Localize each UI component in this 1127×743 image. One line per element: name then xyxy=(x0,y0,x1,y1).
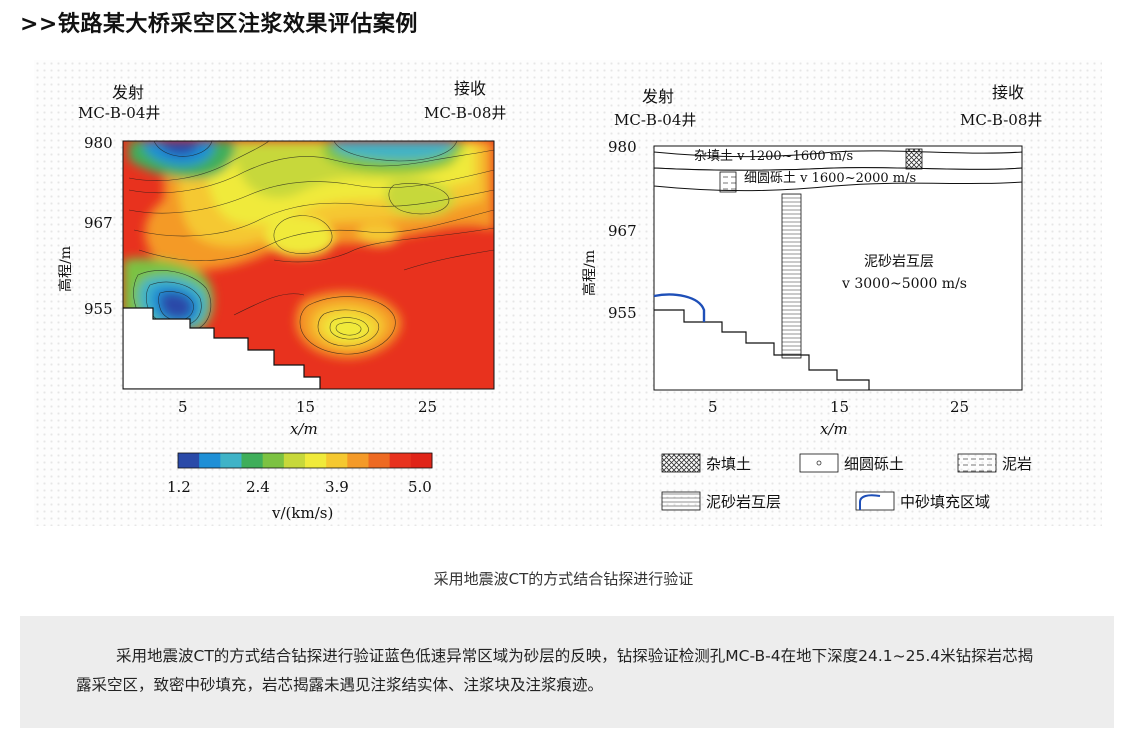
colorbar-tick-5-0: 5.0 xyxy=(408,478,432,496)
colorbar-tick-2-4: 2.4 xyxy=(246,478,270,496)
left-ytick-980: 980 xyxy=(84,134,113,152)
legend-sandfill-label: 中砂填充区域 xyxy=(900,493,990,511)
velocity-field xyxy=(123,141,494,389)
description-box: 采用地震波CT的方式结合钻探进行验证蓝色低速异常区域为砂层的反映，钻探验证检测孔… xyxy=(20,616,1114,728)
sand-fill-zone xyxy=(653,293,706,322)
colorbar-swatch xyxy=(241,453,264,468)
colorbar-swatch xyxy=(326,453,348,468)
legend: 杂填土 细圆砾土 泥岩 泥砂岩互层 中砂填充区域 xyxy=(661,453,1032,511)
legend-swatch-mudsand xyxy=(661,491,701,511)
page-title: >>铁路某大桥采空区注浆效果评估案例 xyxy=(20,12,418,37)
colorbar-tick-3-9: 3.9 xyxy=(325,478,349,496)
left-xtick-5: 5 xyxy=(178,398,188,416)
layer-gravel-label: 细圆砾土 v 1600~2000 m/s xyxy=(744,171,916,186)
legend-mudsand-label: 泥砂岩互层 xyxy=(706,493,781,511)
legend-fill-label: 杂填土 xyxy=(706,455,751,473)
colorbar-swatch xyxy=(305,453,327,468)
right-xtick-25: 25 xyxy=(950,398,969,416)
left-receiver-label: 接收 xyxy=(454,79,486,98)
right-ytick-955: 955 xyxy=(608,304,637,322)
right-ytick-980: 980 xyxy=(608,138,637,156)
right-source-label: 发射 xyxy=(642,87,674,106)
right-y-axis-label: 高程/m xyxy=(581,250,598,296)
colorbar-swatch xyxy=(347,453,369,468)
colorbar xyxy=(178,453,433,468)
layer-fill-label: 杂填土 v 1200~1600 m/s xyxy=(694,149,853,164)
description-text: 采用地震波CT的方式结合钻探进行验证蓝色低速异常区域为砂层的反映，钻探验证检测孔… xyxy=(76,647,1034,694)
right-ytick-967: 967 xyxy=(608,222,637,240)
colorbar-tick-1-2: 1.2 xyxy=(167,478,191,496)
colorbar-swatch xyxy=(178,453,200,468)
colorbar-swatch xyxy=(410,453,433,468)
colorbar-swatch xyxy=(199,453,221,468)
left-receiver-well: MC-B-08井 xyxy=(424,104,506,122)
layer-mudsand-velocity: v 3000~5000 m/s xyxy=(841,276,967,292)
left-y-axis-label: 高程/m xyxy=(57,246,74,292)
left-ytick-967: 967 xyxy=(84,214,113,232)
figure-panel: 发射 MC-B-04井 接收 MC-B-08井 xyxy=(34,60,1102,526)
right-x-axis-label: x/m xyxy=(820,420,848,438)
right-receiver-well: MC-B-08井 xyxy=(960,111,1042,129)
colorbar-swatch xyxy=(389,453,412,468)
left-ytick-955: 955 xyxy=(84,300,113,318)
right-xtick-15: 15 xyxy=(830,398,849,416)
legend-swatch-gravel xyxy=(799,453,839,473)
borehole-gravel-block xyxy=(719,171,737,193)
legend-swatch-fill xyxy=(661,453,701,473)
colorbar-swatch xyxy=(283,453,306,468)
left-xtick-15: 15 xyxy=(296,398,315,416)
colorbar-label: v/(km/s) xyxy=(271,504,333,522)
right-receiver-label: 接收 xyxy=(992,83,1024,102)
velocity-tomogram: 发射 MC-B-04井 接收 MC-B-08井 xyxy=(57,79,506,522)
legend-gravel-label: 细圆砾土 xyxy=(844,455,904,473)
colorbar-swatch xyxy=(262,453,285,468)
right-source-well: MC-B-04井 xyxy=(614,111,696,129)
left-xtick-25: 25 xyxy=(418,398,437,416)
left-x-axis-label: x/m xyxy=(290,420,318,438)
legend-swatch-mudstone xyxy=(957,453,997,473)
figure-caption: 采用地震波CT的方式结合钻探进行验证 xyxy=(433,570,694,588)
colorbar-swatch xyxy=(368,453,391,468)
borehole-column xyxy=(781,193,802,359)
colorbar-swatch xyxy=(220,453,242,468)
borehole-fill-block xyxy=(905,148,923,170)
left-source-label: 发射 xyxy=(112,83,144,102)
layer-mudsand-name: 泥砂岩互层 xyxy=(864,254,934,270)
geological-section: 发射 MC-B-04井 接收 MC-B-08井 杂填土 v 1200~1600 … xyxy=(581,83,1042,511)
left-source-well: MC-B-04井 xyxy=(78,104,160,122)
legend-mudstone-label: 泥岩 xyxy=(1002,455,1032,473)
right-xtick-5: 5 xyxy=(708,398,718,416)
